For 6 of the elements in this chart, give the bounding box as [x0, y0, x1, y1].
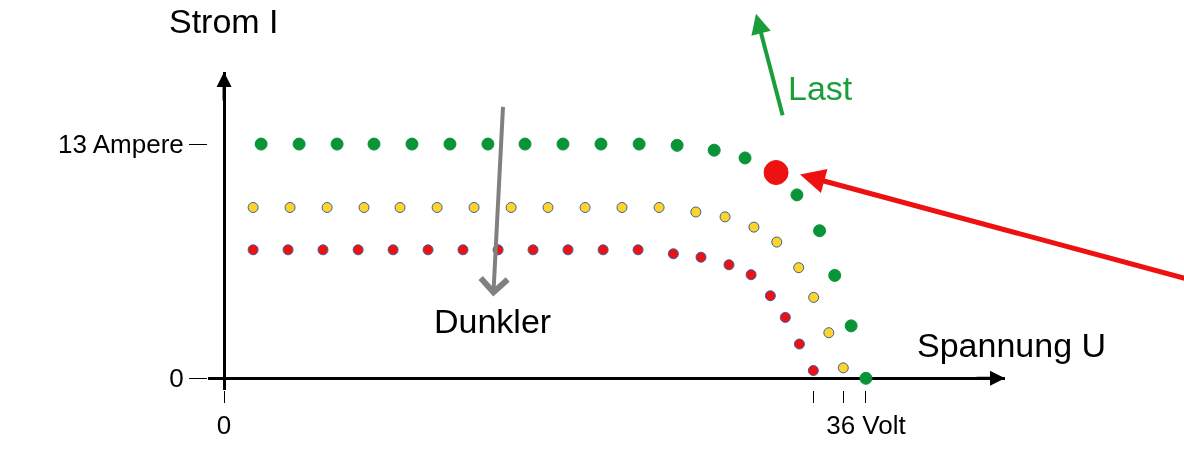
- y-axis-title: Strom I: [169, 2, 279, 40]
- x-axis-title: Spannung U: [917, 326, 1107, 364]
- annotation: Last: [788, 69, 853, 107]
- annotation: Dunkler: [434, 302, 552, 340]
- x-tick-label: 36 Volt: [826, 410, 907, 441]
- y-tick-label: 13 Ampere: [58, 129, 184, 160]
